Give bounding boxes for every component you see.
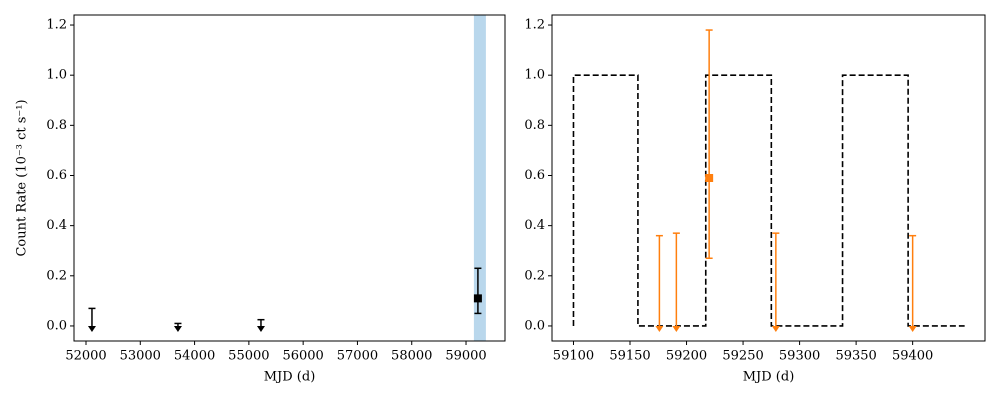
x-tick-label: 55000 [228, 349, 269, 364]
x-tick-label: 59000 [445, 349, 486, 364]
upper-limit [672, 232, 681, 332]
data-point [473, 294, 482, 303]
y-tick-label: 0.6 [46, 168, 67, 183]
upper-limit-arrow [655, 325, 664, 332]
upper-limit-arrow [908, 325, 917, 332]
y-tick-label: 0.2 [46, 268, 67, 283]
x-tick-label: 59250 [722, 349, 763, 364]
upper-limit [173, 322, 182, 332]
y-tick-label: 0.8 [524, 118, 545, 133]
x-tick-label: 57000 [337, 349, 378, 364]
axes-frame [551, 14, 986, 342]
x-tick-label: 59200 [666, 349, 707, 364]
x-tick-label: 59400 [892, 349, 933, 364]
panel: 52000 53000 54000 55000 56000 57000 58000 59000… [15, 14, 506, 385]
upper-limit [87, 307, 96, 332]
y-tick-label: 1.2 [524, 18, 545, 33]
y-tick-label: 0.0 [46, 318, 67, 333]
y-tick-label: 0.8 [46, 118, 67, 133]
x-tick-label: 59100 [553, 349, 594, 364]
x-tick-label: 53000 [120, 349, 161, 364]
upper-limit [908, 234, 917, 332]
y-tick-label: 0.4 [524, 218, 545, 233]
upper-limit-arrow [672, 325, 681, 332]
x-tick-label: 59300 [779, 349, 820, 364]
upper-limit [655, 234, 664, 332]
window-line [572, 74, 965, 327]
y-tick-label: 1.2 [46, 18, 67, 33]
y-tick-label: 1.0 [524, 68, 545, 83]
y-tick-label: 0.0 [524, 318, 545, 333]
upper-limit-arrow [173, 325, 182, 332]
y-axis-label: Count Rate (10⁻³ ct s⁻¹) [15, 99, 30, 256]
x-tick-label: 58000 [391, 349, 432, 364]
y-tick-label: 0.4 [46, 218, 67, 233]
x-tick-label: 54000 [174, 349, 215, 364]
upper-limit-arrow [771, 325, 780, 332]
y-tick-label: 0.2 [524, 268, 545, 283]
x-tick-label: 59350 [835, 349, 876, 364]
x-tick-label: 59150 [609, 349, 650, 364]
upper-limit [256, 318, 265, 332]
x-tick-label: 56000 [282, 349, 323, 364]
upper-limit-arrow [87, 325, 96, 332]
upper-limit [771, 232, 780, 332]
shaded-span [473, 15, 486, 341]
x-tick-label: 52000 [65, 349, 106, 364]
axes-frame [73, 14, 506, 342]
upper-limit-arrow [256, 325, 265, 332]
x-axis-label: MJD (d) [264, 370, 316, 385]
data-point [705, 174, 714, 182]
y-tick-label: 0.6 [524, 168, 545, 183]
y-tick-label: 1.0 [46, 68, 67, 83]
x-axis-label: MJD (d) [743, 370, 795, 385]
panel: 59100 59150 59200 59250 59300 59350 59400 0.0 0.… [524, 14, 986, 385]
